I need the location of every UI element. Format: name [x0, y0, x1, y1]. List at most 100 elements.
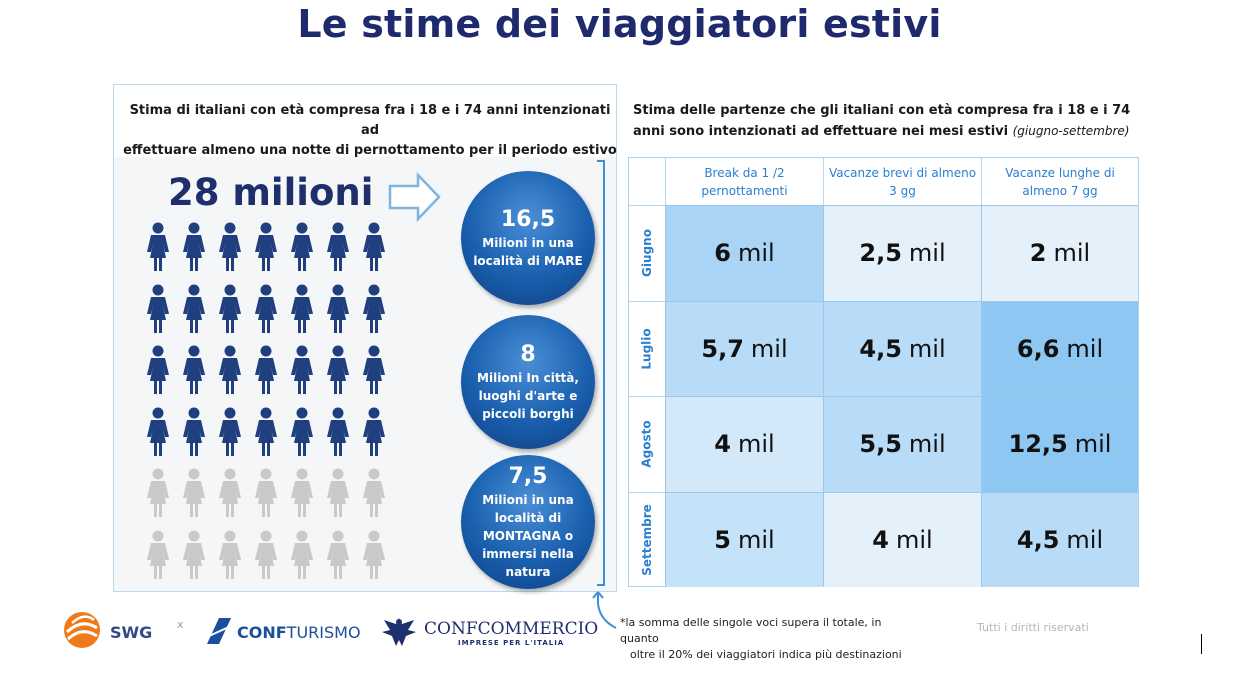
column-header-break: Break da 1 /2 pernottamenti: [665, 158, 823, 205]
person-icon: [248, 407, 284, 467]
person-icon: [356, 407, 392, 467]
person-icon: [284, 284, 320, 344]
confcommercio-subtitle: IMPRESE PER L'ITALIA: [458, 639, 565, 647]
cell-value: 4,5: [1016, 525, 1060, 554]
confturismo-logo: CONFTURISMO: [205, 614, 361, 650]
person-icon: [356, 530, 392, 590]
cell-value: 2,5: [859, 239, 902, 268]
person-icon: [212, 530, 248, 590]
circle-montagna-number: 7,5: [508, 464, 548, 489]
circle-montagna-text: Milioni in una località di MONTAGNA o im…: [482, 493, 574, 579]
cell-unit: mil: [895, 525, 933, 554]
confturismo-bold: CONF: [237, 622, 287, 642]
table-cell: 4,5 mil: [981, 491, 1138, 587]
cell-unit: mil: [908, 430, 946, 459]
cell-unit: mil: [1066, 334, 1104, 363]
confturismo-rest: TURISMO: [286, 622, 361, 642]
cell-value: 5: [714, 525, 731, 554]
person-icon: [320, 284, 356, 344]
person-icon: [176, 468, 212, 528]
person-icon: [320, 345, 356, 405]
person-icon: [284, 407, 320, 467]
text-cursor: [1201, 634, 1202, 654]
cell-value: 12,5: [1008, 430, 1068, 459]
person-icon: [176, 284, 212, 344]
row-label-giugno: Giugno: [629, 205, 665, 301]
person-icon: [284, 345, 320, 405]
cell-value: 5,5: [859, 430, 902, 459]
table-cell: 2,5 mil: [823, 205, 981, 301]
table-cell: 6 mil: [665, 205, 823, 301]
table-cell: 4 mil: [665, 396, 823, 492]
swg-logo-text: SWG: [110, 622, 153, 642]
person-icon: [248, 468, 284, 528]
cell-value: 6,6: [1016, 334, 1060, 363]
table-cell: 12,5 mil: [981, 396, 1138, 492]
person-icon: [248, 530, 284, 590]
bracket: [597, 160, 605, 586]
cell-value: 6: [714, 239, 731, 268]
right-heading: Stima delle partenze che gli italiani co…: [633, 101, 1133, 142]
person-icon: [320, 407, 356, 467]
cell-unit: mil: [750, 334, 788, 363]
cell-value: 5,7: [701, 334, 744, 363]
person-icon: [284, 468, 320, 528]
footnote-line2: oltre il 20% dei viaggiatori indica più …: [630, 648, 902, 661]
person-icon: [212, 468, 248, 528]
left-heading: Stima di italiani con età compresa fra i…: [120, 101, 620, 161]
person-icon: [140, 407, 176, 467]
circle-citta: 8 Milioni In città, luoghi d'arte e picc…: [461, 315, 595, 449]
person-icon: [248, 222, 284, 282]
swg-logo-icon: [62, 610, 102, 654]
people-grid: [140, 222, 392, 591]
person-icon: [212, 345, 248, 405]
cell-unit: mil: [1053, 239, 1091, 268]
right-arrow-icon: [388, 171, 442, 226]
person-icon: [176, 222, 212, 282]
person-icon: [248, 284, 284, 344]
cell-unit: mil: [737, 430, 775, 459]
table-cell: 4,5 mil: [823, 300, 981, 396]
table-cell: 5 mil: [665, 491, 823, 587]
right-heading-text: Stima delle partenze che gli italiani co…: [633, 103, 1131, 139]
table-cell: 6,6 mil: [981, 300, 1138, 396]
circle-montagna: 7,5 Milioni in una località di MONTAGNA …: [461, 455, 595, 589]
person-icon: [212, 284, 248, 344]
cell-unit: mil: [737, 525, 775, 554]
confcommercio-logo: CONFCOMMERCIO IMPRESE PER L'ITALIA: [380, 612, 598, 654]
person-icon: [176, 530, 212, 590]
cell-unit: mil: [1066, 525, 1104, 554]
table-cell: 5,7 mil: [665, 300, 823, 396]
cell-value: 4: [872, 525, 889, 554]
cell-unit: mil: [908, 239, 946, 268]
person-icon: [356, 468, 392, 528]
person-icon: [140, 468, 176, 528]
departures-table: Break da 1 /2 pernottamenti Vacanze brev…: [628, 157, 1139, 587]
up-arrow-icon: [592, 590, 622, 636]
person-icon: [140, 530, 176, 590]
row-label-agosto: Agosto: [629, 396, 665, 492]
rights-text: Tutti i diritti riservati: [977, 621, 1089, 634]
table-cell: 5,5 mil: [823, 396, 981, 492]
circle-citta-text: Milioni In città, luoghi d'arte e piccol…: [477, 371, 579, 421]
eagle-logo-icon: [380, 612, 418, 654]
confcommercio-name: CONFCOMMERCIO: [424, 619, 599, 639]
person-icon: [212, 222, 248, 282]
footnote-line1: *la somma delle singole voci supera il t…: [620, 616, 882, 645]
column-header-brevi: Vacanze brevi di almeno 3 gg: [823, 158, 981, 205]
person-icon: [320, 530, 356, 590]
circle-mare-number: 16,5: [500, 207, 556, 232]
cell-value: 4: [714, 430, 731, 459]
circle-mare: 16,5 Milioni in una località di MARE: [461, 171, 595, 305]
table-cell: 2 mil: [981, 205, 1138, 301]
logo-separator: x: [177, 618, 184, 631]
page-title: Le stime dei viaggiatori estivi: [297, 2, 942, 46]
table-cell: 4 mil: [823, 491, 981, 587]
person-icon: [320, 222, 356, 282]
footnote: *la somma delle singole voci supera il t…: [620, 615, 920, 663]
cell-unit: mil: [737, 239, 775, 268]
row-label-text: Luglio: [640, 328, 654, 370]
person-icon: [356, 222, 392, 282]
person-icon: [176, 407, 212, 467]
person-icon: [320, 468, 356, 528]
